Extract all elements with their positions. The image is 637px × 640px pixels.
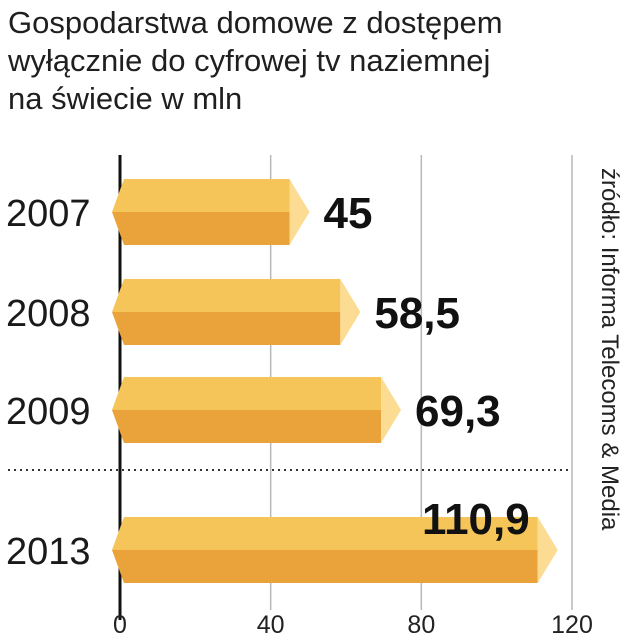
bar-cap-2013 [537, 517, 558, 583]
source-note: źródło: Informa Telecoms & Media [596, 168, 623, 531]
x-tick-label-40: 40 [257, 611, 285, 639]
x-tick-label-0: 0 [113, 611, 127, 639]
category-label-2013: 2013 [6, 531, 91, 573]
bar-2009 [112, 410, 382, 443]
bar-cap-2009 [381, 377, 402, 443]
value-label-2007: 45 [324, 189, 373, 238]
category-label-2008: 2008 [6, 293, 91, 335]
bar-2007 [112, 212, 290, 245]
value-label-2009: 69,3 [415, 387, 501, 436]
category-label-2007: 2007 [6, 193, 91, 235]
chart-title: Gospodarstwa domowe z dostępem wyłącznie… [8, 4, 608, 118]
x-tick-label-80: 80 [407, 611, 435, 639]
value-label-2013: 110,9 [422, 495, 530, 544]
value-label-2008: 58,5 [374, 289, 460, 338]
bar-top-2013 [112, 517, 538, 550]
bar-top-2008 [112, 279, 341, 312]
bar-2013 [112, 550, 538, 583]
bar-cap-2008 [340, 279, 361, 345]
bar-top-2007 [112, 179, 290, 212]
title-line-2: wyłącznie do cyfrowej tv naziemnej [8, 43, 491, 78]
bar-cap-2007 [289, 179, 310, 245]
title-line-3: na świecie w mln [8, 81, 243, 116]
x-tick-label-120: 120 [551, 611, 593, 639]
bar-2008 [112, 312, 341, 345]
title-line-1: Gospodarstwa domowe z dostępem [8, 5, 503, 40]
bar-top-2009 [112, 377, 382, 410]
category-label-2009: 2009 [6, 391, 91, 433]
